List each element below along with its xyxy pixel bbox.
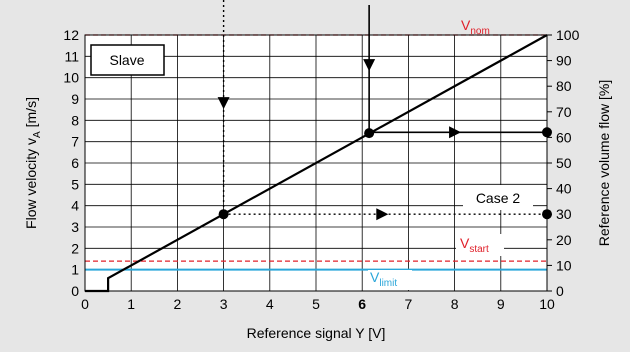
x-tick-label: 3	[220, 296, 228, 312]
y2-tick-label: 100	[556, 27, 580, 43]
y-tick-label: 7	[71, 134, 79, 150]
vstart-label: Vstart	[456, 234, 504, 256]
arrow-down-icon	[217, 97, 230, 110]
y-axis-label-sub: A	[32, 131, 43, 138]
slave-label-box: Slave	[90, 44, 165, 76]
x-axis-label: Reference signal Y [V]	[247, 325, 386, 341]
y2-tick-label: 40	[556, 181, 572, 197]
svg-text:Vnom: Vnom	[461, 17, 490, 37]
y2-tick-label: 80	[556, 78, 572, 94]
y-tick-label: 12	[63, 27, 79, 43]
x-tick-label: 9	[497, 296, 505, 312]
y2-axis-label: Reference volume flow [%]	[596, 80, 612, 247]
y2-tick-label: 70	[556, 104, 572, 120]
y-axis-label-main: Flow velocity v	[23, 138, 39, 229]
x-tick-label: 8	[451, 296, 459, 312]
vnom-label: Vnom	[452, 15, 516, 37]
arrow-down-icon	[363, 59, 376, 72]
example-point	[218, 209, 229, 220]
y2-tick-label: 90	[556, 53, 572, 69]
plot-frame	[84, 34, 548, 292]
x-tick-label: 5	[312, 296, 320, 312]
svg-text:Vlimit: Vlimit	[370, 269, 397, 289]
x-tick-label: 2	[174, 296, 182, 312]
x-tick-label: 6	[358, 296, 366, 312]
y-tick-label: 4	[71, 198, 79, 214]
y-tick-label: 10	[63, 70, 79, 86]
y-tick-label: 6	[71, 155, 79, 171]
slave-label: Slave	[109, 52, 144, 68]
vnom-label-main: V	[461, 17, 471, 33]
x-tick-label: 0	[81, 296, 89, 312]
y2-tick-label: 50	[556, 155, 572, 171]
example-guides	[217, 0, 547, 221]
y-axis-label-unit: [m/s]	[23, 97, 39, 131]
y-axis-label: Flow velocity vA [m/s]	[23, 97, 43, 229]
y2-tick-label: 0	[556, 283, 564, 299]
y2-tick-label: 10	[556, 257, 572, 273]
vlimit-label-main: V	[370, 269, 380, 285]
x-tick-label: 4	[266, 296, 274, 312]
vlimit-label: Vlimit	[368, 269, 412, 290]
y-tick-label: 2	[71, 240, 79, 256]
y-tick-label: 3	[71, 219, 79, 235]
y2-tick-label: 60	[556, 129, 572, 145]
tick-labels: 0 1 2 3 4 5 6 7 8 9 100123456789101112010203040506…	[63, 27, 579, 312]
vlimit-label-sub: limit	[379, 278, 397, 289]
x-tick-label: 7	[405, 296, 413, 312]
x-tick-label: 10	[539, 296, 555, 312]
arrow-right-icon	[449, 126, 462, 139]
vstart-label-sub: start	[469, 244, 489, 255]
svg-text:Vstart: Vstart	[460, 235, 489, 255]
y2-tick-label: 20	[556, 232, 572, 248]
case-label-box: Case 2	[463, 185, 533, 210]
y-tick-label: 8	[71, 112, 79, 128]
y-tick-label: 9	[71, 91, 79, 107]
arrow-right-icon	[376, 208, 389, 221]
vstart-label-main: V	[460, 235, 470, 251]
vnom-label-sub: nom	[470, 26, 489, 37]
y2-tick-label: 30	[556, 206, 572, 222]
y-tick-label: 1	[71, 262, 79, 278]
case-label: Case 2	[476, 190, 521, 206]
y-tick-label: 11	[64, 48, 79, 64]
x-tick-label: 1	[127, 296, 135, 312]
y-tick-label: 0	[71, 283, 79, 299]
example-point	[364, 128, 375, 139]
y-tick-label: 5	[71, 176, 79, 192]
